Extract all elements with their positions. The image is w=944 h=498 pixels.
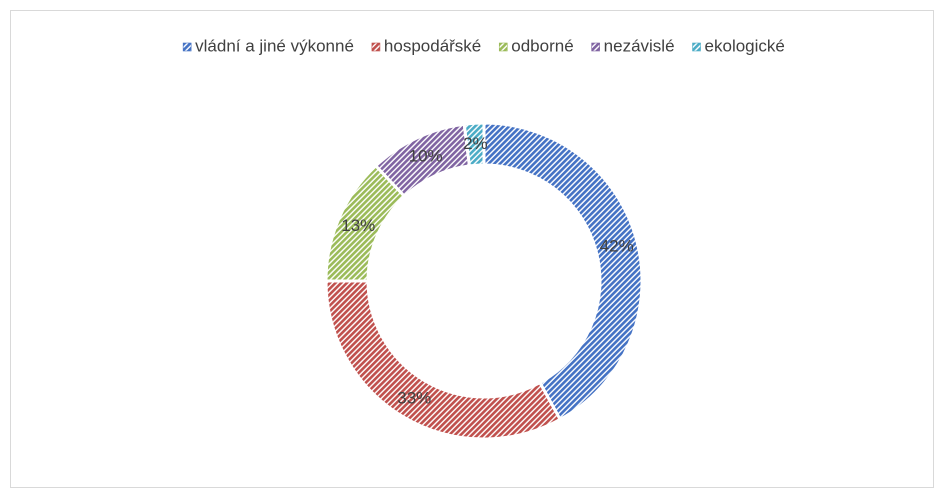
data-label: 33% bbox=[397, 388, 431, 407]
legend-item: nezávislé bbox=[591, 36, 675, 55]
legend-label: odborné bbox=[511, 36, 573, 55]
legend-label: vládní a jiné výkonné bbox=[195, 36, 354, 55]
data-label: 42% bbox=[600, 236, 634, 255]
legend-swatch bbox=[371, 42, 381, 52]
data-label: 2% bbox=[463, 134, 488, 153]
legend-swatch bbox=[498, 42, 508, 52]
legend-label: ekologické bbox=[705, 36, 785, 55]
legend-swatch bbox=[692, 42, 701, 52]
legend-swatch bbox=[591, 42, 600, 52]
donut-slice bbox=[324, 279, 563, 441]
data-label: 10% bbox=[409, 147, 443, 166]
legend-label: nezávislé bbox=[604, 36, 675, 55]
data-label: 13% bbox=[341, 216, 375, 235]
donut-slice bbox=[482, 121, 644, 422]
legend-swatch bbox=[182, 42, 192, 52]
legend-item: hospodářské bbox=[371, 36, 481, 55]
legend-item: ekologické bbox=[692, 36, 785, 55]
legend-item: vládní a jiné výkonné bbox=[182, 36, 354, 55]
donut-slice bbox=[462, 121, 486, 168]
legend-item: odborné bbox=[498, 36, 574, 55]
legend-label: hospodářské bbox=[384, 36, 481, 55]
